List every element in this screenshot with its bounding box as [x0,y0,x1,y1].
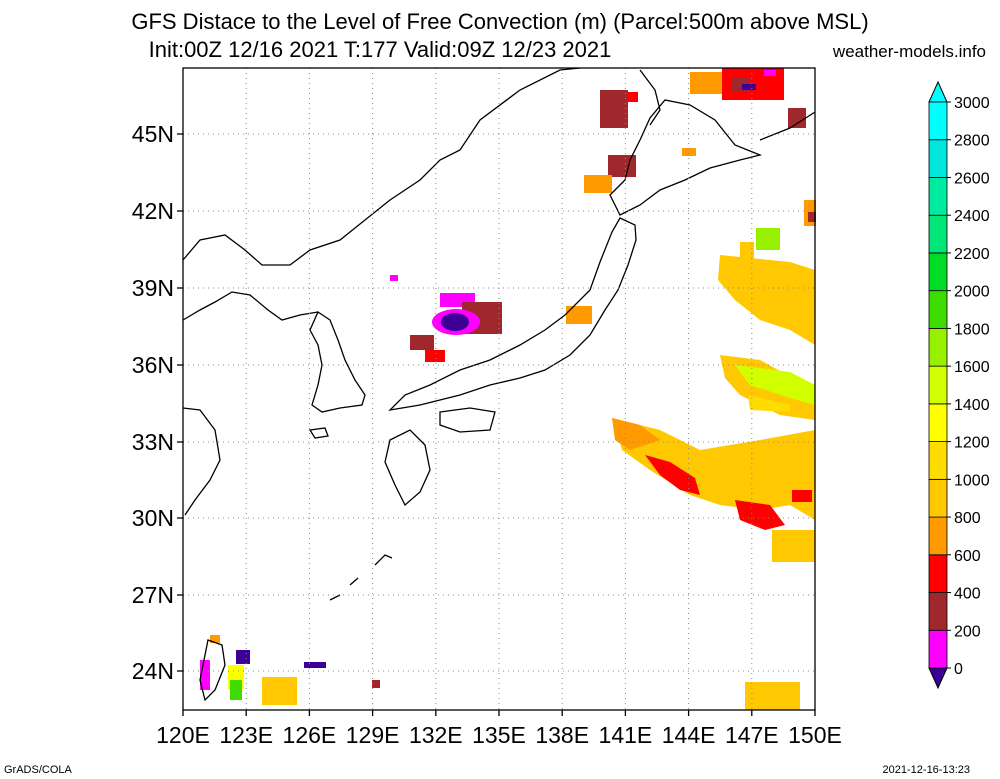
graticule [183,68,815,710]
field-patch [735,365,815,405]
chart-subtitle: Init:00Z 12/16 2021 T:177 Valid:09Z 12/2… [148,37,612,62]
lat-label: 30N [132,505,174,531]
colorbar-swatch [928,441,948,480]
footer-timestamp: 2021-12-16-13:23 [882,764,970,776]
field-patch [745,682,800,710]
field-patch [200,660,210,690]
longitude-labels: 120E 123E 126E 129E 132E 135E 138E 141E 144E 147E… [156,710,842,748]
colorbar-label: 3000 [954,95,990,112]
colorbar-swatch [928,478,948,518]
colorbar-swatch [928,214,948,254]
colorbar-swatch [928,592,948,631]
field-patch [410,335,434,350]
field-patch [772,530,815,562]
field-patch [742,84,756,90]
field-patch [230,680,242,700]
field-patch [628,92,638,102]
field-patch [788,108,806,128]
field-patch [425,350,445,362]
lfc-field [200,68,816,710]
lat-label: 33N [132,429,174,455]
lat-label: 42N [132,198,174,224]
colorbar-min-arrow [928,667,948,690]
colorbar-swatch [928,252,948,292]
colorbar-swatch [928,327,948,367]
field-patch [740,242,754,262]
field-patch [608,155,636,177]
field-patch [600,90,628,128]
lon-label: 141E [599,722,653,748]
lon-label: 150E [788,722,842,748]
colorbar-swatch [928,554,948,593]
site-credit: weather-models.info [832,42,986,61]
coastline [182,67,816,702]
lat-label: 45N [132,121,174,147]
colorbar-label: 2000 [954,284,990,301]
colorbar-label: 1200 [954,435,990,452]
colorbar-swatch [928,290,948,329]
field-patch [304,662,326,668]
field-patch [584,175,612,193]
lon-label: 147E [725,722,779,748]
lat-label: 39N [132,275,174,301]
lat-label: 36N [132,352,174,378]
colorbar-label: 1800 [954,321,990,338]
colorbar-label: 2200 [954,246,990,263]
colorbar-swatch [928,177,948,216]
colorbar-label: 2400 [954,208,990,225]
lon-label: 123E [219,722,273,748]
colorbar-label: 1600 [954,359,990,376]
field-patch [645,455,700,495]
lon-label: 135E [472,722,526,748]
lon-label: 132E [409,722,463,748]
latitude-labels: 45N 42N 39N 36N 33N 30N 27N 24N [132,121,183,684]
lon-label: 120E [156,722,210,748]
colorbar-swatch [928,629,948,669]
colorbar-swatch [928,139,948,178]
lon-label: 126E [283,722,337,748]
field-patch [735,500,785,530]
colorbar-label: 200 [954,623,981,640]
colorbar-max-arrow [928,80,948,103]
colorbar-swatch [928,365,948,405]
field-patch [262,677,297,705]
colorbar-swatch [928,101,948,141]
colorbar-label: 2800 [954,133,990,150]
field-patch [756,228,780,250]
field-patch [764,70,776,76]
lon-label: 129E [346,722,400,748]
field-patch [236,650,250,664]
colorbar-label: 600 [954,548,981,565]
field-patch [808,212,816,222]
lat-label: 27N [132,582,174,608]
colorbar-label: 2600 [954,170,990,187]
lat-label: 24N [132,658,174,684]
field-patch [566,306,592,324]
field-patch [210,635,220,643]
field-patch [441,313,469,331]
field-patch [748,395,790,412]
field-patch [792,490,812,502]
footer-credit: GrADS/COLA [4,764,72,776]
colorbar-swatch [928,403,948,443]
colorbar-label: 1400 [954,397,990,414]
colorbar-swatch [928,516,948,556]
colorbar-label: 400 [954,586,981,603]
field-patch [372,680,380,688]
field-patch [682,148,696,156]
colorbar-label: 800 [954,510,981,527]
field-patch [612,418,815,520]
lon-label: 138E [535,722,589,748]
field-patch [718,255,815,345]
colorbar: 0 200 400 600 800 1000 1200 1400 1600 1800 2000 220… [928,80,990,690]
field-patch [390,275,398,281]
colorbar-label: 1000 [954,472,990,489]
chart-title: GFS Distace to the Level of Free Convect… [131,9,869,34]
lon-label: 144E [662,722,716,748]
colorbar-label: 0 [954,661,963,678]
